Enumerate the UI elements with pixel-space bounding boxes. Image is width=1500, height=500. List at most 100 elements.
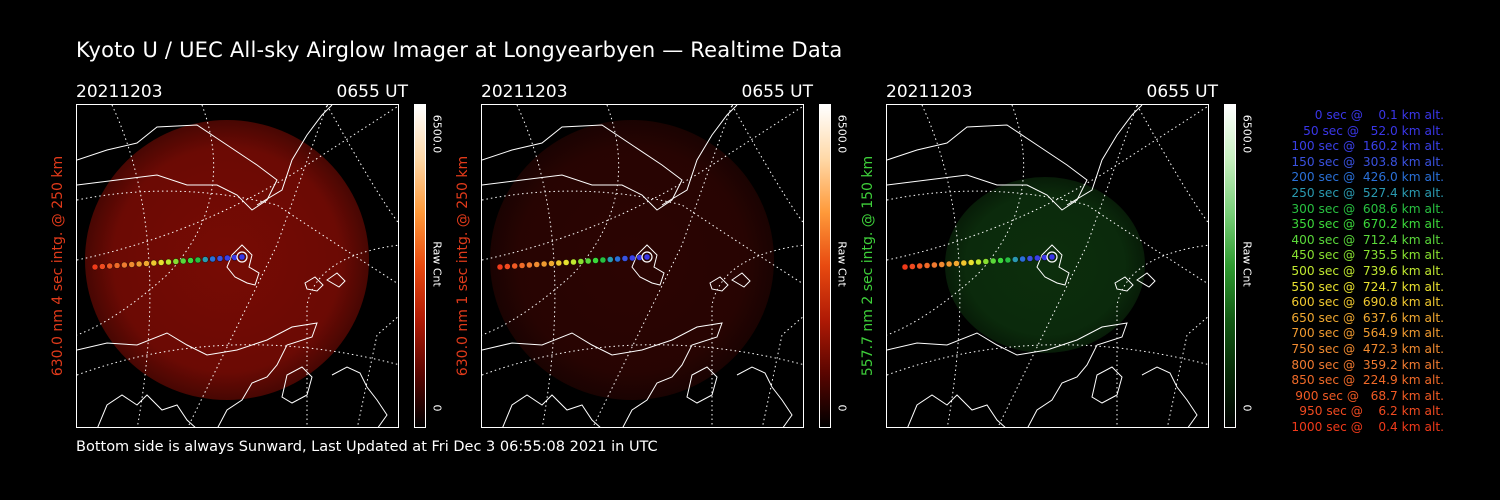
track-point [187,257,194,264]
track-point [562,259,570,266]
coastline-scandinavia [887,322,1128,427]
coastline-greenland [482,124,683,211]
airglow-disc [945,177,1145,353]
latitude-line [482,105,620,336]
panel-3: 20211203 0655 UT 557.7 nm 2 sec intg. @ … [860,80,1266,435]
coastline-greenland [887,124,1088,211]
legend-row: 300 sec @ 608.6 km alt. [1291,201,1444,216]
page-title: Kyoto U / UEC All-sky Airglow Imager at … [76,38,843,62]
longitude-line [187,105,328,427]
track-point [143,260,150,267]
latitude-line [482,344,803,376]
longitude-line [356,316,398,427]
track-point [945,260,953,268]
track-point [496,263,504,271]
track-point [577,258,585,265]
track-point [157,259,165,266]
track-point [901,263,909,271]
track-point [938,261,945,268]
track-point [989,257,997,265]
panel-ylabel-text: 630.0 nm 1 sec intg. @ 250 km [455,155,471,377]
longitude-line [516,105,556,427]
colorbar-min-label: 0 [430,404,444,412]
longitude-line [1166,316,1208,427]
track-point [202,256,209,263]
longitude-line [482,105,803,261]
coastline [281,366,313,404]
track-point [511,262,518,270]
track-point [584,257,592,265]
latitude-line [77,344,398,376]
airglow-image [76,104,399,428]
legend-row: 950 sec @ 6.2 km alt. [1299,404,1444,419]
legend-row: 0 sec @ 0.1 km alt. [1314,108,1444,122]
track-point [135,260,143,268]
station-marker [236,251,248,263]
track-point [629,254,636,262]
track-point [570,258,577,266]
colorbar [819,104,831,428]
legend-row: 500 sec @ 739.6 km alt. [1291,264,1444,278]
panel-time: 0655 UT [1146,82,1219,102]
coastline-island [731,272,751,288]
track-point [106,262,113,270]
panel-ylabel: 557.7 nm 2 sec intg. @ 150 km [856,104,880,428]
track-point [636,254,643,261]
track-point [1041,254,1048,261]
track-point [599,256,607,264]
legend-row: 1000 sec @ 0.4 km alt. [1291,420,1444,434]
longitude-line [592,105,733,427]
track-point [643,253,651,261]
track-point [91,263,99,271]
legend-row: 900 sec @ 68.7 km alt. [1295,388,1444,403]
track-point [1026,255,1034,262]
colorbar-max-label: 6500.0 [430,114,444,154]
panel-date: 20211203 [76,82,163,102]
legend-row: 50 sec @ 52.0 km alt. [1303,123,1444,138]
coastline-svalbard [631,244,665,286]
latitude-line [77,105,215,336]
colorbar-unit-label: Raw Cnt [1240,241,1254,287]
legend-row: 100 sec @ 160.2 km alt. [1291,139,1444,154]
colorbar [414,104,426,428]
track-point [231,254,238,261]
longitude-line [887,105,1208,261]
coastline [736,366,793,427]
panel-ylabel: 630.0 nm 4 sec intg. @ 250 km [46,104,70,428]
colorbar-min-label: 0 [835,404,849,412]
track-point [1034,254,1041,262]
colorbar-unit-label: Raw Cnt [430,241,444,287]
track-point [614,255,621,263]
track-point [931,261,938,269]
coastline-svalbard [226,244,260,286]
coastline-greenland [77,124,278,211]
coastline-island [326,272,346,288]
track-point [526,261,533,269]
latitude-line [326,105,398,224]
track-point [150,259,158,267]
track-point [607,256,614,263]
coastline [661,105,738,206]
coastline [256,105,333,206]
coastline-island [1114,276,1134,292]
airglow-image [886,104,1209,428]
coastline [1141,366,1198,427]
track-point [621,255,629,262]
track-point [1012,256,1019,263]
colorbar-max-label: 6500.0 [1240,114,1254,154]
track-point [592,257,599,264]
coastline [97,394,196,427]
longitude-line [997,105,1138,427]
track-point [555,259,563,267]
track-point [216,255,224,262]
track-point [967,259,975,266]
legend-row: 350 sec @ 670.2 km alt. [1291,217,1444,232]
track-point [923,262,931,269]
panel-date: 20211203 [886,82,973,102]
track-point [179,257,187,265]
legend-row: 200 sec @ 426.0 km alt. [1291,170,1444,185]
longitude-line [77,105,398,261]
track-point [975,258,982,266]
track-point [172,258,180,265]
track-point [982,258,990,265]
